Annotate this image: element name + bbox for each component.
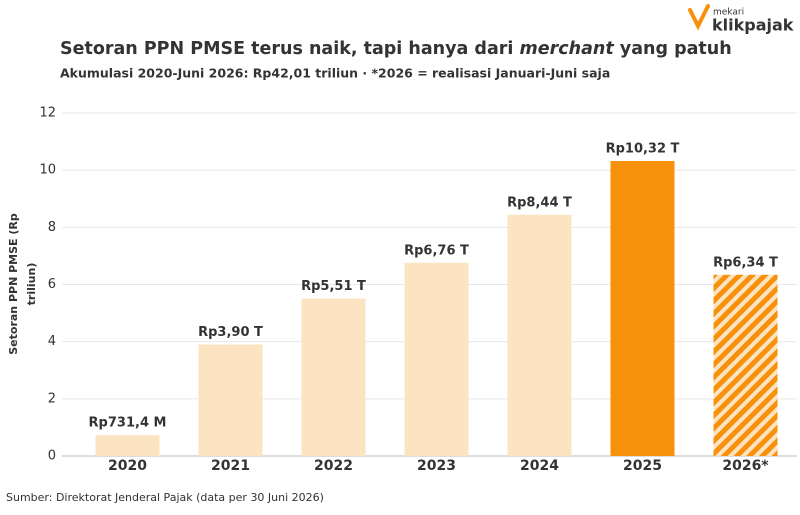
y-label-line: triliun) <box>25 263 38 306</box>
bar <box>713 274 778 456</box>
logo: mekari klikpajak <box>688 4 794 35</box>
bar <box>95 435 160 456</box>
y-tick-label: 12 <box>39 106 56 121</box>
subtitle: Akumulasi 2020-Juni 2026: Rp42,01 triliu… <box>60 66 610 81</box>
value-label: Rp3,90 T <box>198 325 263 340</box>
title-part: Setoran PPN PMSE terus naik, tapi hanya … <box>60 39 520 59</box>
x-tick-label: 2021 <box>211 458 250 474</box>
y-tick-label: 6 <box>48 277 56 292</box>
value-label: Rp5,51 T <box>301 279 366 294</box>
title-part: yang patuh <box>614 39 732 59</box>
y-label-line: Setoran PPN PMSE (Rp <box>7 213 20 355</box>
x-tick-label: 2022 <box>314 458 353 474</box>
x-tick-label: 2026* <box>722 458 769 474</box>
source: Sumber: Direktorat Jenderal Pajak (data … <box>6 491 324 504</box>
x-tick-label: 2023 <box>417 458 456 474</box>
value-label: Rp10,32 T <box>606 142 680 157</box>
bar <box>610 161 675 456</box>
value-label: Rp731,4 M <box>89 416 167 431</box>
x-tick-label: 2024 <box>520 458 559 474</box>
chart-title: Setoran PPN PMSE terus naik, tapi hanya … <box>60 39 732 59</box>
x-tick-label: 2025 <box>623 458 662 474</box>
value-label: Rp8,44 T <box>507 195 572 210</box>
logo-top: mekari <box>713 8 744 18</box>
title-emphasis: merchant <box>520 39 615 59</box>
y-axis-label: Setoran PPN PMSE (Rp triliun) <box>7 213 38 355</box>
bar <box>404 262 469 456</box>
y-tick-label: 8 <box>48 220 56 235</box>
x-tick-label: 2020 <box>108 458 147 474</box>
y-tick-label: 2 <box>48 391 56 406</box>
y-tick-label: 4 <box>48 334 56 349</box>
y-tick-label: 0 <box>48 449 56 464</box>
logo-mark <box>688 4 710 31</box>
value-label: Rp6,76 T <box>404 243 469 258</box>
bar <box>198 344 263 456</box>
bar <box>301 298 366 456</box>
logo-name: klikpajak <box>712 16 794 35</box>
bar <box>507 214 572 456</box>
value-label: Rp6,34 T <box>713 255 778 270</box>
y-tick-label: 10 <box>39 163 56 178</box>
